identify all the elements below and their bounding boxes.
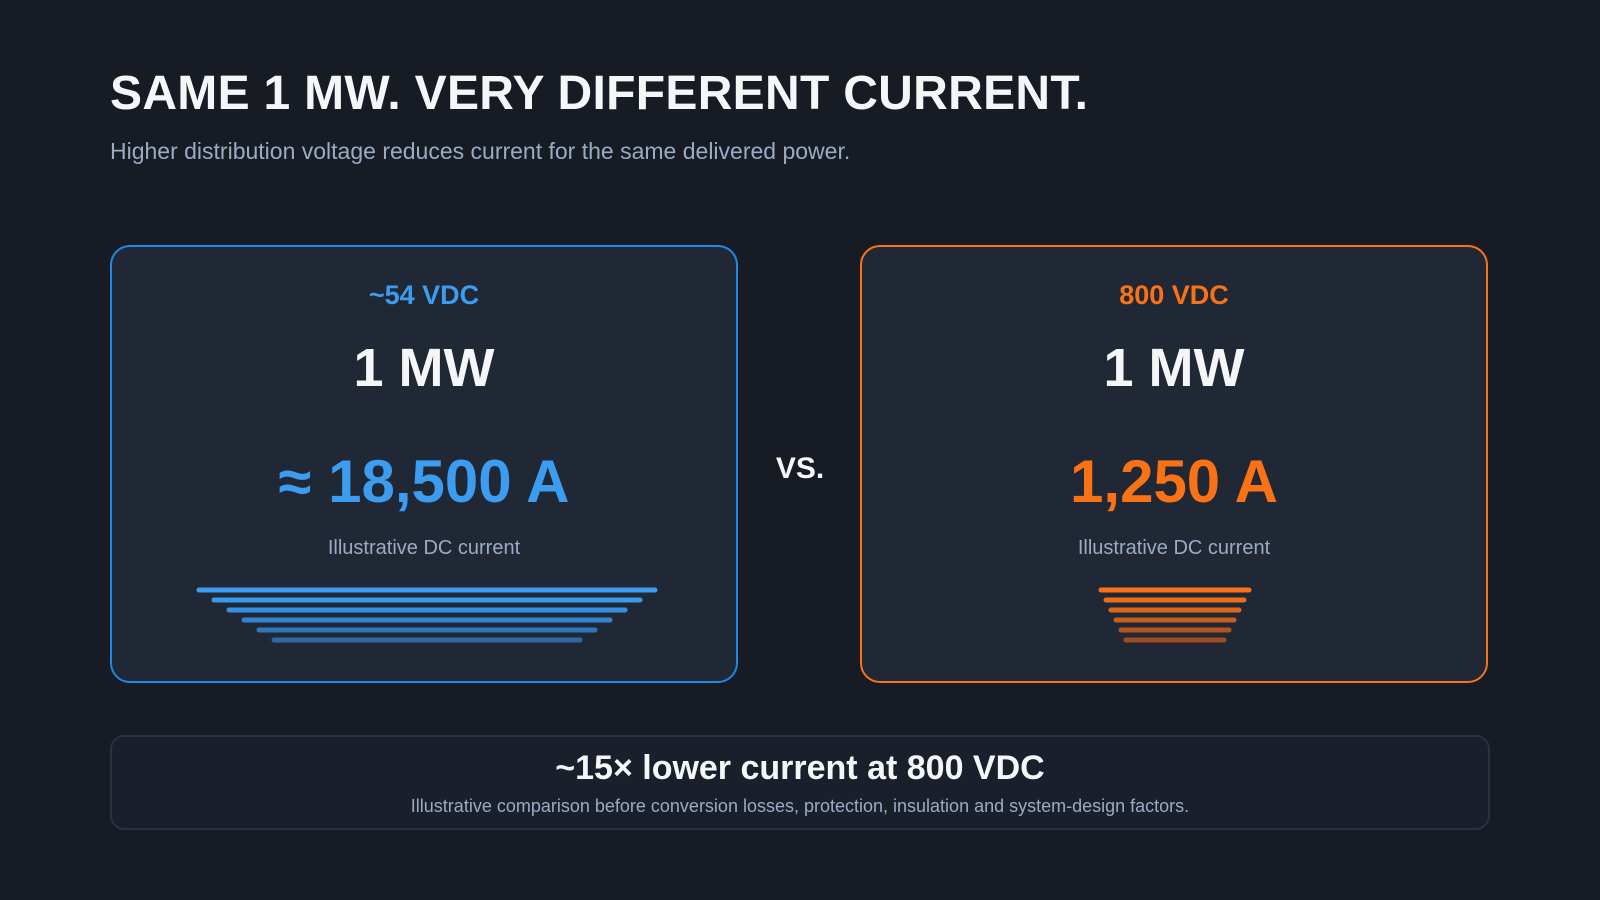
current-lines [1098, 587, 1252, 643]
power: 1 MW [353, 338, 495, 398]
current: 1,250 A [1070, 448, 1278, 515]
voltage: 800 VDC [1119, 280, 1229, 310]
current-lines [196, 587, 658, 643]
current: ≈ 18,500 A [278, 448, 570, 515]
separator: VS. [775, 452, 825, 485]
summary-box: ~15× lower current at 800 VDC Illustrati… [110, 735, 1490, 830]
card: 800 VDC 1 MW 1,250 A Illustrative DC cur… [860, 245, 1488, 683]
note: Illustrative comparison before conversio… [410, 796, 1190, 816]
caption: Illustrative DC current [1077, 537, 1271, 559]
title: SAME 1 MW. VERY DIFFERENT CURRENT. [110, 67, 1089, 120]
headline: ~15× lower current at 800 VDC [555, 749, 1045, 787]
subtitle: Higher distribution voltage reduces curr… [110, 138, 851, 164]
voltage: ~54 VDC [368, 280, 480, 310]
caption: Illustrative DC current [327, 537, 521, 559]
card: ~54 VDC 1 MW ≈ 18,500 A Illustrative DC … [110, 245, 738, 683]
power: 1 MW [1103, 338, 1245, 398]
